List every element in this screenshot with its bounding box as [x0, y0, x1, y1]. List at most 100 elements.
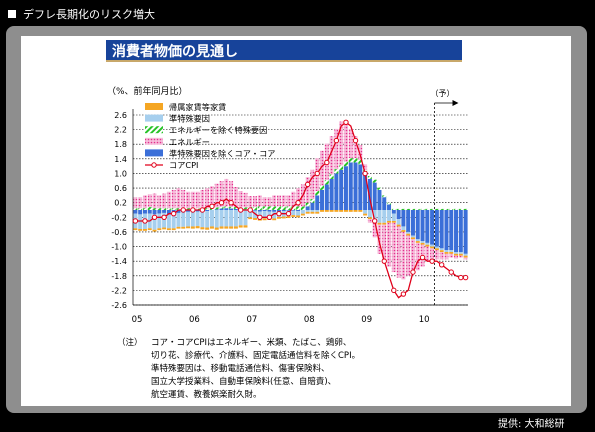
bar-segment	[138, 210, 143, 215]
bar-segment	[439, 210, 444, 249]
bar-segment	[449, 253, 454, 258]
bar-segment	[363, 173, 368, 210]
bar-segment	[166, 228, 171, 231]
bar-segment	[152, 229, 157, 232]
bar-segment	[339, 169, 344, 210]
bar-segment	[410, 237, 415, 240]
legend-swatch	[145, 103, 163, 110]
bar-segment	[286, 195, 291, 207]
bar-segment	[152, 208, 157, 210]
core-cpi-point	[247, 207, 253, 213]
bar-segment	[420, 210, 425, 242]
bar-segment	[233, 208, 238, 210]
bar-segment	[377, 224, 382, 254]
bar-segment	[147, 228, 152, 231]
bar-segment	[315, 211, 320, 214]
bar-segment	[262, 210, 267, 212]
y-tick-label: 1.4	[114, 155, 127, 164]
bar-segment	[358, 164, 363, 210]
bar-segment	[377, 189, 382, 210]
bar-segment	[339, 165, 344, 170]
bar-segment	[430, 248, 435, 260]
bar-segment	[320, 150, 325, 186]
bar-segment	[229, 208, 234, 210]
bar-segment	[353, 158, 358, 163]
bar-segment	[363, 164, 368, 170]
bar-segment	[324, 180, 329, 185]
x-tick-label: 06	[189, 315, 200, 325]
bar-segment	[463, 210, 468, 254]
bar-segment	[406, 235, 411, 276]
forecast-arrow-icon	[452, 100, 459, 106]
bar-segment	[396, 208, 401, 210]
core-cpi-point	[304, 181, 311, 188]
bar-segment	[401, 226, 406, 231]
bar-segment	[454, 252, 459, 254]
bar-segment	[190, 211, 195, 227]
bar-segment	[434, 248, 439, 251]
note-line: 国立大学授業料、自動車保険料(任意、自賠責)、	[151, 377, 337, 387]
bar-segment	[430, 246, 435, 249]
bar-segment	[272, 211, 277, 219]
bar-segment	[415, 241, 420, 243]
bar-segment	[463, 253, 468, 256]
y-tick-label: -2.2	[111, 286, 127, 295]
bar-segment	[377, 210, 382, 223]
core-cpi-point	[429, 258, 435, 264]
bar-segment	[291, 206, 296, 210]
bar-segment	[396, 224, 401, 227]
bar-segment	[276, 210, 281, 212]
bar-segment	[296, 206, 301, 210]
bar-segment	[233, 210, 238, 227]
legend-swatch	[145, 149, 163, 157]
bar-segment	[186, 211, 191, 227]
bar-segment	[353, 136, 358, 159]
bar-segment	[425, 246, 430, 262]
bar-segment	[387, 210, 392, 221]
bar-segment	[439, 252, 444, 260]
bar-segment	[138, 214, 143, 229]
bar-segment	[219, 181, 224, 207]
bar-segment	[272, 210, 277, 212]
bar-segment	[315, 210, 320, 212]
bar-segment	[243, 210, 248, 226]
bar-segment	[382, 222, 387, 225]
bar-segment	[387, 204, 392, 210]
bar-segment	[410, 239, 415, 273]
bar-segment	[200, 227, 205, 230]
bar-segment	[463, 208, 468, 210]
legend-swatch-marker	[151, 162, 157, 168]
bar-segment	[214, 227, 219, 230]
bar-segment	[372, 210, 377, 221]
bar-segment	[133, 208, 138, 210]
note-line: コア・コアCPIはエネルギー、米類、たばこ、鶏卵、	[151, 338, 352, 348]
bar-segment	[396, 210, 401, 220]
bar-segment	[157, 195, 162, 209]
bar-segment	[205, 211, 210, 228]
core-cpi-point	[285, 210, 292, 217]
bar-segment	[219, 208, 224, 210]
bar-segment	[276, 206, 281, 210]
bar-segment	[458, 255, 463, 258]
legend-label: エネルギー	[169, 137, 210, 147]
y-tick-label: 1.0	[114, 169, 127, 178]
bar-segment	[176, 212, 181, 227]
bar-segment	[401, 208, 406, 210]
bar-segment	[444, 210, 449, 251]
bar-segment	[382, 197, 387, 210]
bar-segment	[214, 207, 219, 210]
bar-segment	[463, 255, 468, 258]
bar-segment	[425, 242, 430, 245]
bar-segment	[147, 207, 152, 210]
core-cpi-point	[266, 214, 273, 221]
bar-segment	[401, 231, 406, 280]
bar-segment	[291, 215, 296, 217]
bar-segment	[296, 188, 301, 207]
bar-segment	[219, 226, 224, 229]
header-title: デフレ長期化のリスク増大	[23, 8, 155, 21]
bar-segment	[310, 202, 315, 210]
bar-segment	[410, 210, 415, 236]
bar-segment	[138, 197, 143, 209]
bar-segment	[205, 208, 210, 210]
bar-segment	[190, 226, 195, 229]
